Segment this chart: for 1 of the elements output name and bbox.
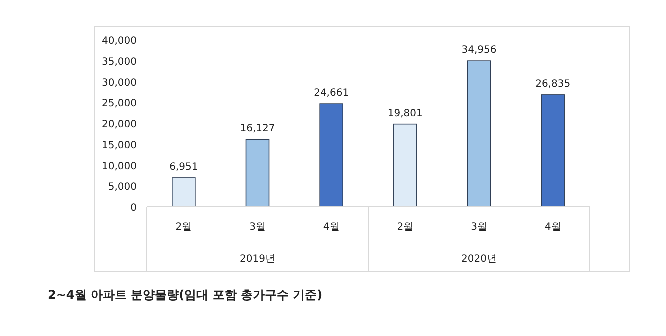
title: 2~4월 아파트 분양물량(임대 포함 총가구수 기준) [48, 288, 323, 302]
